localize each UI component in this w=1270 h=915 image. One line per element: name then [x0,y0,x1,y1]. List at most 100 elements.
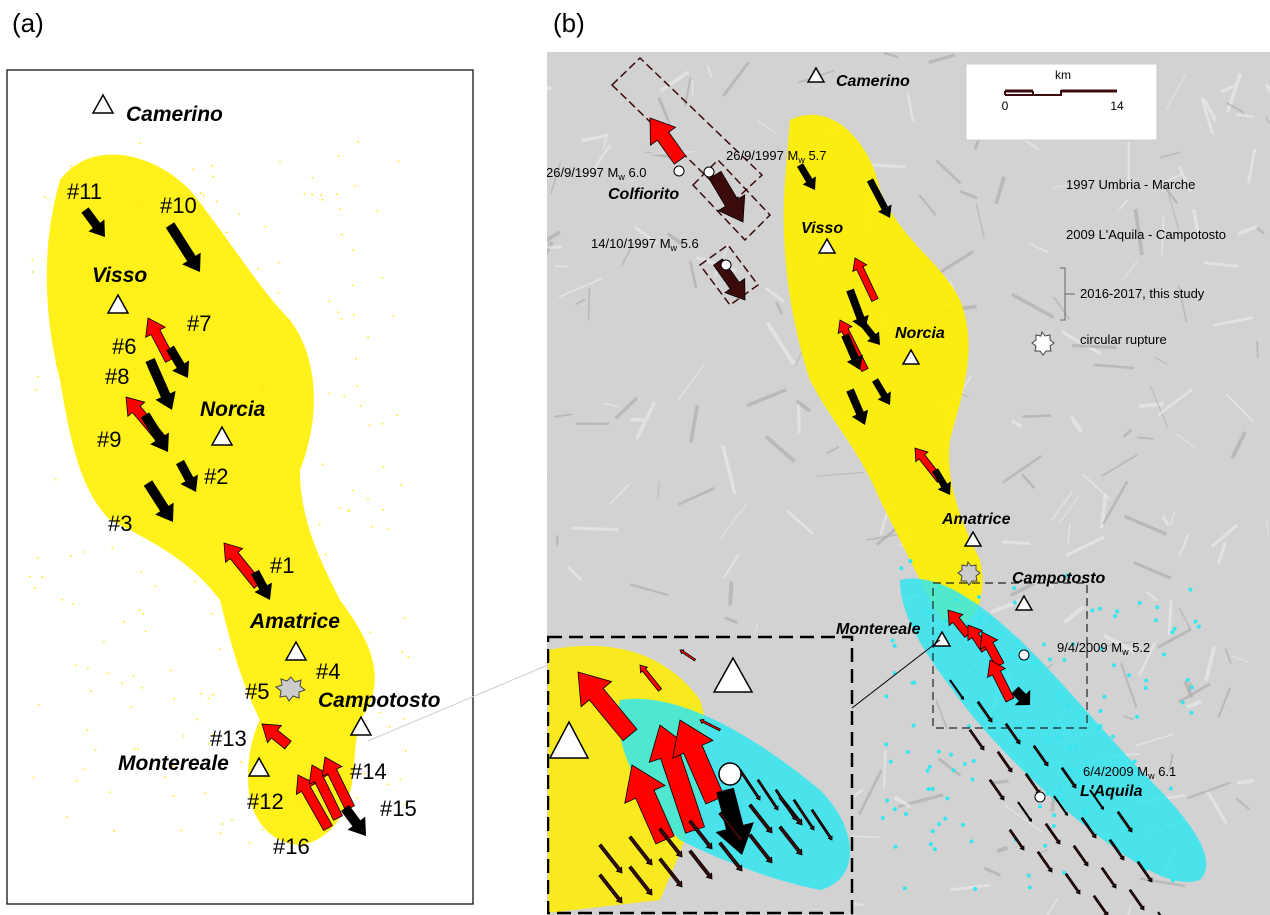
seismicity-dot [141,202,143,204]
seismicity-dot [277,292,279,294]
seismicity-dot [231,819,233,821]
seismicity-dot [212,694,214,696]
seismicity-dot [335,605,337,607]
seismicity-dot [1069,768,1073,772]
relief [799,403,800,433]
seismicity-dot [949,753,953,757]
seismicity-dot [1115,609,1119,613]
seismicity-dot [167,272,169,274]
seismicity-dot [142,613,144,615]
seismicity-dot [937,822,941,826]
seismicity-dot [1077,769,1081,773]
seismicity-dot [903,886,907,890]
seismicity-dot [926,611,930,615]
panel-b: Camerino Visso Norcia Amatrice Campotost… [514,52,1270,915]
seismicity-dot [348,509,350,511]
seismicity-dot [287,439,289,441]
seismicity-dot [137,748,139,750]
seismicity-dot [87,729,89,731]
seismicity-dot [1197,625,1201,629]
seismicity-dot [139,142,141,144]
seismicity-dot [34,587,36,589]
seismicity-dot [62,377,64,379]
seismicity-dot [212,613,214,615]
seismicity-dot [239,213,241,215]
seismicity-dot [387,783,389,785]
seismicity-dot [396,414,398,416]
seismicity-dot [1042,642,1046,646]
seismicity-dot [1065,704,1069,708]
seismicity-dot [884,742,888,746]
seismicity-dot [352,249,354,251]
seismicity-dot [139,609,141,611]
seismicity-dot [196,719,198,721]
event-label: #14 [350,759,387,784]
seismicity-dot [1154,618,1158,622]
seismicity-dot [329,300,331,302]
seismicity-dot [1013,601,1017,605]
seismicity-dot [55,479,57,481]
seismicity-dot [891,639,895,643]
seismicity-dot [138,437,140,439]
event-label: #11 [67,179,102,204]
seismicity-dot [204,792,206,794]
panel-label: (b) [553,8,585,38]
relief [1052,798,1054,812]
seismicity-dot [164,776,166,778]
legend-label: 2016-2017, this study [1080,286,1205,301]
seismicity-dot [294,587,296,589]
seismicity-dot [1173,627,1177,631]
seismicity-dot [66,816,68,818]
seismicity-dot [338,155,340,157]
event-label: #16 [273,834,310,859]
relief [1190,682,1191,692]
scale-tick-label: 0 [1002,99,1009,113]
relief [1237,781,1254,783]
seismicity-dot [182,218,184,220]
seismicity-dot [340,629,342,631]
seismicity-dot [912,681,916,685]
seismicity-dot [140,350,142,352]
seismicity-dot [359,405,361,407]
seismicity-dot [91,448,93,450]
seismicity-dot [183,735,185,737]
seismicity-dot [133,675,135,677]
seismicity-dot [134,368,136,370]
seismicity-dot [399,778,401,780]
seismicity-dot [83,434,85,436]
seismicity-dot [211,249,213,251]
seismicity-dot [1052,813,1056,817]
event-label: #9 [97,427,121,452]
seismicity-dot [226,231,228,233]
seismicity-dot [257,268,259,270]
seismicity-dot [222,823,224,825]
seismicity-dot [208,698,210,700]
seismicity-dot [1046,792,1050,796]
seismicity-dot [255,455,257,457]
seismicity-dot [73,305,75,307]
seismicity-dot [369,631,371,633]
seismicity-dot [927,787,931,791]
seismicity-dot [405,750,407,752]
seismicity-dot [303,193,305,195]
seismicity-dot [364,655,366,657]
seismicity-dot [37,557,39,559]
seismicity-dot [403,718,405,720]
seismicity-dot [262,391,264,393]
place-label: Colfiorito [608,186,679,203]
seismicity-dot [218,591,220,593]
seismicity-dot [1113,614,1117,618]
seismicity-dot [299,799,301,801]
seismicity-dot [240,761,242,763]
seismicity-dot [147,444,149,446]
relief [1139,404,1163,406]
seismicity-dot [264,226,266,228]
seismicity-dot [1181,701,1185,705]
seismicity-dot [200,693,202,695]
seismicity-dot [397,160,399,162]
seismicity-dot [912,724,916,728]
seismicity-dot [212,175,214,177]
event-label: #2 [204,464,228,489]
seismicity-dot [377,211,379,213]
seismicity-dot [298,804,300,806]
